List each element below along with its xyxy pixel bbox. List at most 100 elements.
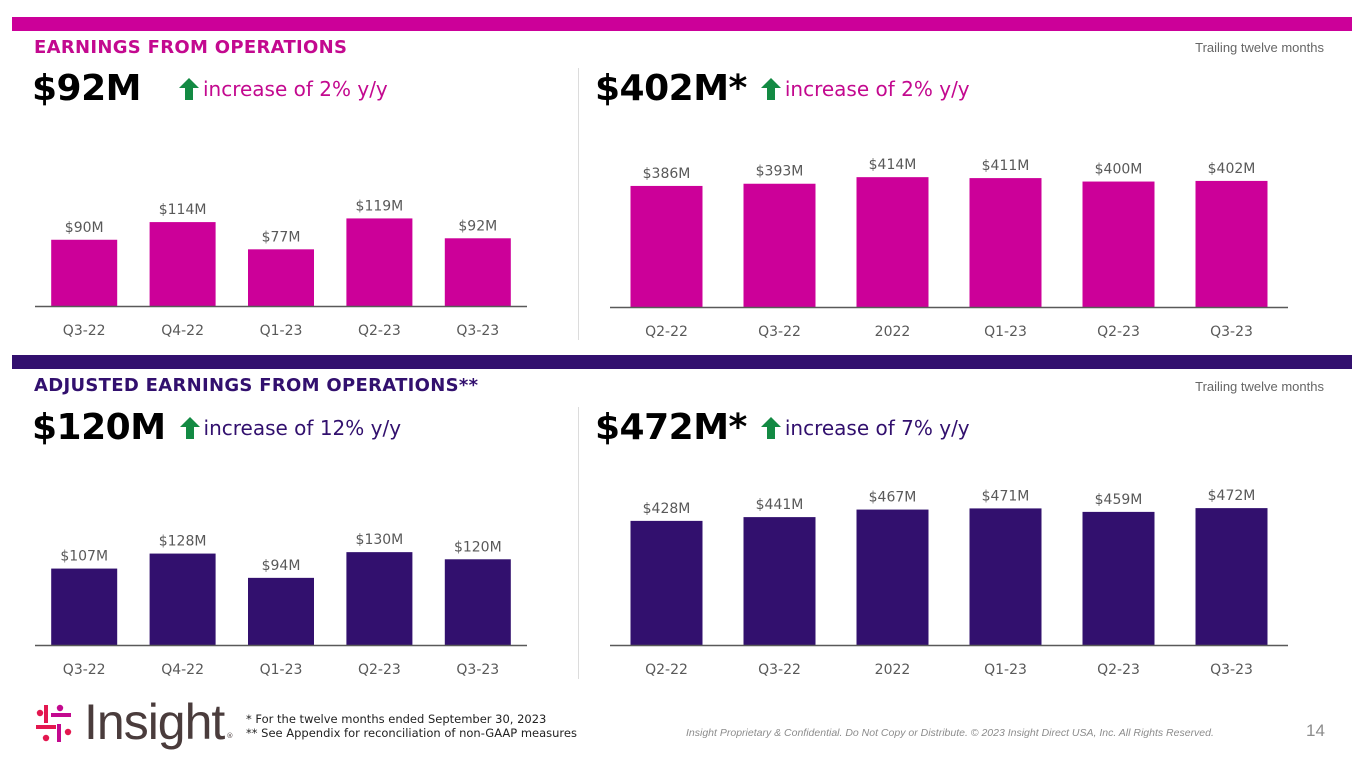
section-title-earnings: EARNINGS FROM OPERATIONS [34, 37, 348, 58]
data-label: $386M [643, 166, 691, 182]
bar-q2-23 [346, 552, 413, 645]
bar-q3-22 [51, 239, 118, 306]
bar-q3-23 [444, 238, 511, 306]
x-tick-label: Q4-22 [161, 662, 204, 678]
footnote-1: * For the twelve months ended September … [246, 712, 547, 726]
data-label: $472M [1208, 488, 1256, 504]
up-arrow-icon [760, 416, 781, 439]
kpi-delta-text: increase of 12% y/y [203, 415, 402, 440]
x-tick-label: Q3-22 [63, 662, 106, 678]
bar-q2-23 [1082, 511, 1155, 645]
bar-q2-22 [630, 520, 703, 645]
x-tick-label: Q2-23 [358, 662, 401, 678]
kpi-delta: increase of 7% y/y [760, 415, 970, 440]
x-tick-label: Q2-23 [1097, 662, 1140, 678]
bar-q1-23 [248, 249, 314, 306]
section-band-earnings [12, 17, 1352, 31]
x-tick-label: Q3-22 [758, 324, 801, 340]
ttm-label: Trailing twelve months [1195, 40, 1324, 55]
bar-q3-22 [743, 183, 816, 307]
kpi-delta: increase of 12% y/y [179, 415, 402, 440]
data-label: $90M [65, 220, 104, 236]
bar-q2-23 [1082, 181, 1155, 307]
data-label: $114M [159, 202, 207, 218]
data-label: $107M [60, 549, 108, 565]
data-label: $77M [262, 229, 301, 245]
ttm-label: Trailing twelve months [1195, 379, 1324, 394]
insight-logo: Insight ® [36, 697, 233, 747]
bar-2022 [856, 509, 929, 645]
x-tick-label: Q2-23 [358, 323, 401, 339]
x-tick-label: Q1-23 [984, 662, 1027, 678]
bar-2022 [856, 177, 929, 307]
bar-q4-22 [149, 222, 216, 306]
bar-q2-23 [346, 218, 413, 306]
x-tick-label: Q1-23 [260, 662, 303, 678]
x-tick-label: Q1-23 [260, 323, 303, 339]
kpi-delta-text: increase of 2% y/y [784, 76, 970, 101]
bar-q2-22 [630, 185, 703, 307]
column-divider [578, 407, 579, 679]
x-tick-label: Q4-22 [161, 323, 204, 339]
kpi-delta-text: increase of 7% y/y [784, 415, 970, 440]
up-arrow-icon [179, 416, 200, 439]
x-tick-label: Q3-22 [758, 662, 801, 678]
confidentiality-notice: Insight Proprietary & Confidential. Do N… [686, 727, 1214, 739]
data-label: $393M [756, 164, 804, 180]
bar-q1-23 [248, 577, 314, 645]
up-arrow-icon [760, 77, 781, 100]
headline-ttm-earnings: $402M* increase of 2% y/y [595, 68, 970, 109]
data-label: $441M [756, 497, 804, 513]
bar-q3-23 [444, 559, 511, 645]
bar-q3-23 [1195, 180, 1268, 307]
kpi-delta: increase of 2% y/y [178, 76, 388, 101]
x-tick-label: Q2-22 [645, 662, 688, 678]
data-label: $120M [454, 539, 502, 555]
footnotes: * For the twelve months ended September … [246, 712, 577, 740]
x-tick-label: Q3-23 [1210, 324, 1253, 340]
kpi-value: $402M* [595, 68, 747, 109]
kpi-value: $472M* [595, 407, 747, 448]
bar-q3-22 [51, 568, 118, 645]
data-label: $414M [869, 157, 917, 173]
kpi-value: $92M [32, 68, 141, 109]
headline-quarterly-earnings: $92M increase of 2% y/y [32, 68, 388, 109]
data-label: $467M [869, 490, 917, 506]
kpi-delta: increase of 2% y/y [760, 76, 970, 101]
section-band-adjusted [12, 355, 1352, 369]
data-label: $130M [356, 532, 404, 548]
data-label: $400M [1095, 162, 1143, 178]
bar-q1-23 [969, 508, 1042, 645]
data-label: $119M [356, 198, 404, 214]
headline-ttm-adjusted: $472M* increase of 7% y/y [595, 407, 970, 448]
section-title-adjusted: ADJUSTED EARNINGS FROM OPERATIONS** [34, 375, 479, 396]
x-tick-label: Q2-22 [645, 324, 688, 340]
headline-quarterly-adjusted: $120M increase of 12% y/y [32, 407, 401, 448]
data-label: $459M [1095, 492, 1143, 508]
bar-q3-23 [1195, 508, 1268, 645]
kpi-value: $120M [32, 407, 166, 448]
insight-logo-mark-icon [36, 704, 72, 742]
data-label: $94M [262, 558, 301, 574]
x-tick-label: 2022 [875, 662, 911, 678]
x-tick-label: Q3-23 [1210, 662, 1253, 678]
data-label: $402M [1208, 161, 1256, 177]
kpi-delta-text: increase of 2% y/y [202, 76, 388, 101]
page-number: 14 [1306, 721, 1325, 740]
data-label: $128M [159, 534, 207, 550]
bar-q4-22 [149, 553, 216, 645]
x-tick-label: Q3-23 [456, 323, 499, 339]
data-label: $471M [982, 488, 1030, 504]
x-tick-label: 2022 [875, 324, 911, 340]
data-label: $428M [643, 501, 691, 517]
x-tick-label: Q3-22 [63, 323, 106, 339]
column-divider [578, 68, 579, 340]
bar-q3-22 [743, 517, 816, 645]
bar-q1-23 [969, 178, 1042, 307]
x-tick-label: Q1-23 [984, 324, 1027, 340]
data-label: $411M [982, 158, 1030, 174]
data-label: $92M [458, 218, 497, 234]
